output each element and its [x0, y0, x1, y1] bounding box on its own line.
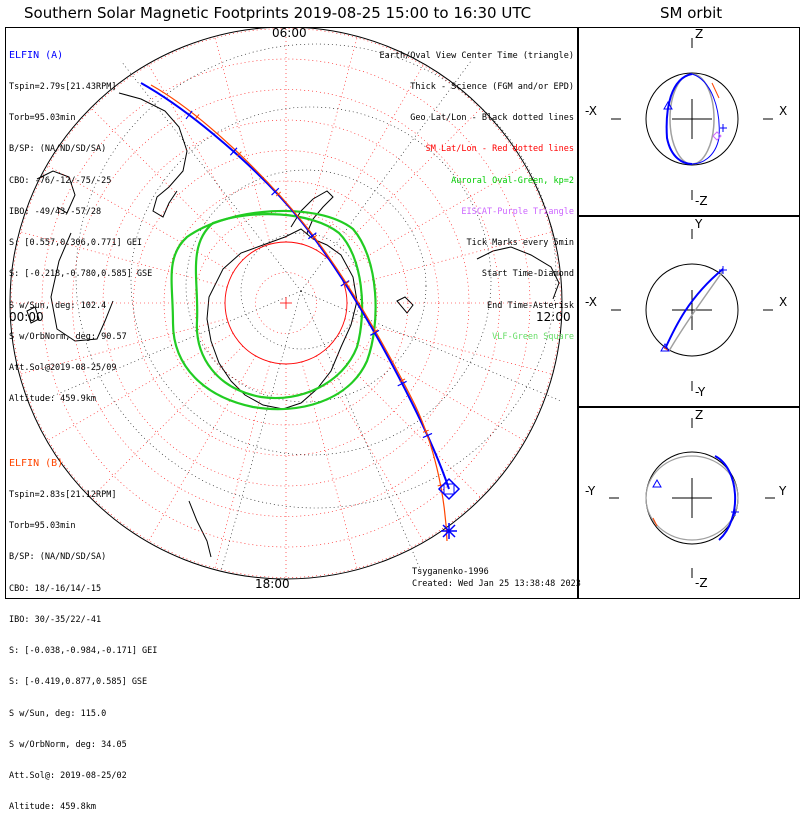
orbit-panel-xy: Y -Y -X X [578, 216, 800, 407]
plot-title: Southern Solar Magnetic Footprints 2019-… [24, 4, 532, 22]
elfin-a-line: S w/Sun, deg: 102.4 [9, 300, 107, 311]
tick-mark [311, 234, 318, 240]
tick-mark [307, 232, 317, 240]
elfin-b-line: CBO: 18/-16/14/-15 [9, 583, 102, 594]
legend-item: VLF-Green Square [492, 331, 574, 342]
legend: Earth/Oval View Center Time (triangle) T… [380, 30, 574, 353]
sm-latitude-circle [102, 119, 470, 487]
map-boundary [9, 28, 563, 580]
axis-label-left: -X [585, 104, 597, 118]
sm-latitude-circle [41, 58, 531, 548]
axis-label-right: X [779, 295, 788, 309]
sm-latitude-circle [194, 211, 378, 395]
elfin-b-info: ELFIN (B) Tspin=2.83s[21.12RPM] Torb=95.… [9, 438, 157, 823]
axis-label-left: -X [585, 295, 597, 309]
tick-mark [340, 280, 350, 287]
model-label: Tsyganenko-1996 [412, 567, 489, 577]
elfin-a-line: B/SP: (NA/ND/SD/SA) [9, 144, 107, 155]
elfin-b-tick-marks [194, 114, 444, 487]
polar-map [9, 28, 563, 580]
orbit-plot-xz [611, 38, 773, 200]
start-diamond-marker [437, 477, 461, 501]
elfin-b-line: Torb=95.03min [9, 521, 76, 532]
footprint-map-panel: 06:00 18:00 00:00 12:00 [5, 26, 578, 599]
legend-item: Auroral Oval-Green, kp=2 [451, 175, 574, 186]
label-18-00: 18:00 [255, 577, 290, 591]
sm-latitude-circle [11, 28, 561, 578]
tick-mark [372, 329, 379, 334]
pole-center [280, 297, 292, 309]
tick-mark [343, 281, 350, 286]
legend-item: Thick - Science (FGM and/or EPD) [410, 82, 574, 93]
elfin-a-line: Altitude: 459.9km [9, 394, 96, 405]
elfin-b-line: S w/OrbNorm, deg: 34.05 [9, 739, 127, 750]
elfin-b-line: S w/Sun, deg: 115.0 [9, 708, 107, 719]
orbit-panel-yz: Z -Z -Y Y [578, 407, 800, 599]
label-00-00: 00:00 [9, 310, 44, 324]
legend-item: End Time-Asterisk [487, 300, 574, 311]
tick-mark [399, 378, 406, 383]
elfin-b-line: S: [-0.038,-0.984,-0.171] GEI [9, 646, 158, 657]
sm-latitude-circle [255, 272, 317, 334]
orbit-title: SM orbit [660, 4, 723, 22]
elfin-b-line: S: [-0.419,0.877,0.585] GSE [9, 677, 148, 688]
tick-mark [422, 432, 433, 439]
axis-label-bottom: -Z [695, 576, 708, 590]
end-asterisk-marker [441, 523, 457, 539]
label-12-00: 12:00 [536, 310, 571, 324]
elfin-b-line: B/SP: (NA/ND/SD/SA) [9, 552, 107, 563]
axis-label-top: Z [695, 408, 704, 422]
legend-item: EISCAT-Purple Triangle [461, 206, 574, 217]
legend-item: Earth/Oval View Center Time (triangle) [379, 50, 574, 61]
sm-longitude-line [301, 361, 358, 570]
orbit-plot-xy [611, 229, 773, 391]
elfin-a-line: IBO: -49/43/-57/28 [9, 206, 102, 217]
elfin-b-header: ELFIN (B) [9, 457, 64, 469]
tick-mark [194, 114, 200, 120]
elfin-a-header: ELFIN (A) [9, 49, 64, 61]
start-square-marker [443, 483, 455, 495]
tick-mark [275, 191, 282, 197]
legend-item: Geo Lat/Lon - Black dotted lines [410, 113, 574, 124]
orbit-plot-yz [609, 418, 775, 578]
axis-label-top: Y [695, 217, 703, 231]
tick-mark [185, 110, 193, 120]
sm-longitude-line [328, 345, 482, 499]
axis-label-bottom: -Z [695, 194, 708, 208]
elfin-b-line: Att.Sol@: 2019-08-25/02 [9, 771, 127, 781]
sm-latitude-circle [133, 150, 439, 456]
sm-longitude-line [316, 355, 425, 543]
elfin-b-line: IBO: 30/-35/22/-41 [9, 614, 102, 625]
elfin-b-line: Tspin=2.83s[21.12RPM] [9, 490, 117, 501]
elfin-a-line: S w/OrbNorm, deg: 90.57 [9, 331, 127, 342]
tick-mark [229, 147, 238, 156]
tick-mark [422, 429, 429, 433]
elfin-a-line: Att.Sol@2019-08-25/09 [9, 363, 117, 373]
elfin-a-line: S: [0.557,0.306,0.771] GEI [9, 238, 143, 249]
axis-label-right: Y [779, 484, 787, 498]
legend-item: Start Time-Diamond [481, 269, 574, 280]
elfin-a-line: Tspin=2.79s[21.43RPM] [9, 82, 117, 93]
elfin-a-tick-marks [185, 110, 433, 439]
tick-mark [271, 187, 280, 196]
tick-mark [397, 380, 407, 387]
label-06-00: 06:00 [272, 26, 307, 40]
axis-label-left: -Y [585, 484, 596, 498]
elfin-a-line: S: [-0.218,-0.780,0.585] GSE [9, 269, 153, 280]
axis-label-right: X [779, 104, 788, 118]
tick-mark [236, 151, 242, 157]
axis-label-top: Z [695, 27, 704, 41]
legend-item: Tick Marks every 5min [466, 238, 574, 249]
elfin-b-footprint-track [150, 84, 448, 542]
elfin-a-line: CBO: -76/-12/-75/-25 [9, 175, 112, 186]
elfin-a-line: Torb=95.03min [9, 113, 76, 124]
orbit-panel-xz: Z -Z -X X [578, 27, 800, 216]
tick-mark [370, 329, 380, 336]
elfin-a-info: ELFIN (A) Tspin=2.79s[21.43RPM] Torb=95.… [9, 30, 152, 415]
legend-item: SM Lat/Lon - Red dotted lines [425, 144, 574, 155]
elfin-b-line: Altitude: 459.8km [9, 802, 96, 813]
auroral-oval [170, 209, 377, 411]
axis-label-bottom: -Y [695, 385, 706, 399]
created-label: Created: Wed Jan 25 13:38:48 2023 [412, 579, 581, 589]
